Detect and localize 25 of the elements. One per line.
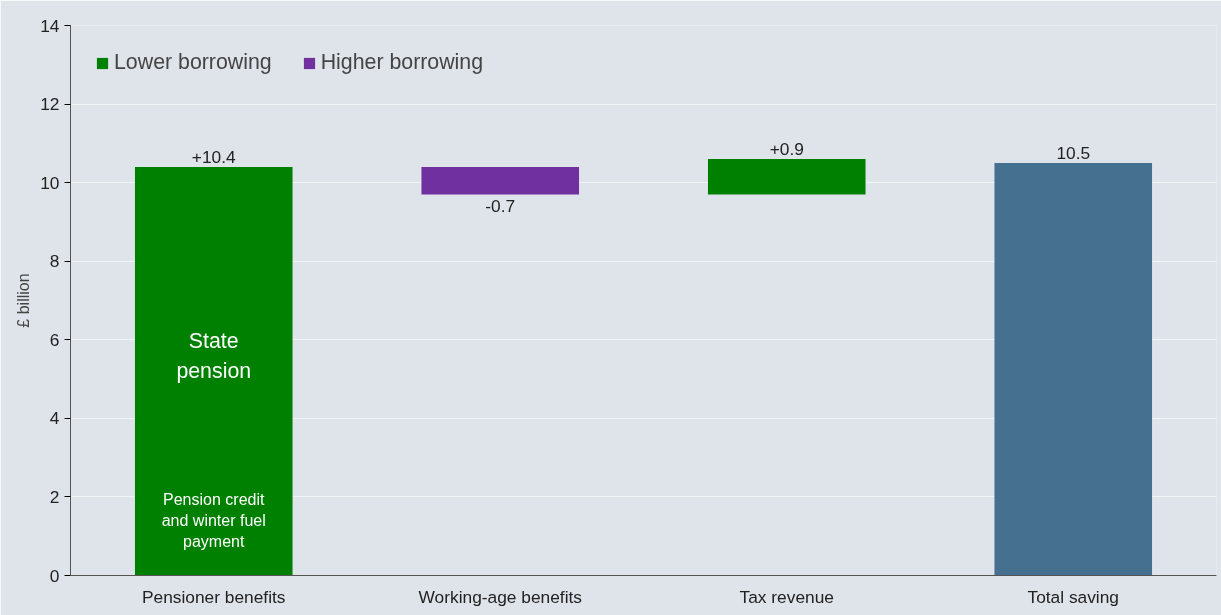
bar bbox=[421, 166, 580, 195]
legend-label: Lower borrowing bbox=[114, 50, 272, 75]
y-tick-label: 0 bbox=[49, 565, 60, 586]
y-tick-label: 14 bbox=[40, 15, 60, 36]
y-tick-label: 8 bbox=[49, 251, 60, 272]
data-label: +10.4 bbox=[191, 146, 237, 167]
y-tick-label: 2 bbox=[49, 486, 60, 507]
legend-label: Higher borrowing bbox=[320, 50, 484, 75]
y-tick-label: 4 bbox=[49, 408, 60, 429]
annotation: State pension bbox=[176, 328, 252, 383]
data-label: +0.9 bbox=[769, 139, 804, 160]
y-tick-label: 10 bbox=[40, 172, 60, 193]
y-tick-label: 6 bbox=[49, 329, 60, 350]
bar bbox=[994, 163, 1153, 576]
bar bbox=[707, 159, 866, 195]
data-label: -0.7 bbox=[485, 196, 516, 217]
x-tick-label: Total saving bbox=[1027, 586, 1120, 607]
y-tick-label: 12 bbox=[40, 94, 60, 115]
annotation: Pension credit and winter fuel payment bbox=[161, 490, 266, 551]
x-tick-label: Working-age benefits bbox=[418, 586, 583, 607]
y-axis-title: £ billion bbox=[15, 273, 33, 328]
x-tick-label: Tax revenue bbox=[739, 586, 834, 607]
x-tick-label: Pensioner benefits bbox=[141, 586, 286, 607]
bar bbox=[134, 166, 293, 576]
data-label: 10.5 bbox=[1056, 143, 1091, 163]
